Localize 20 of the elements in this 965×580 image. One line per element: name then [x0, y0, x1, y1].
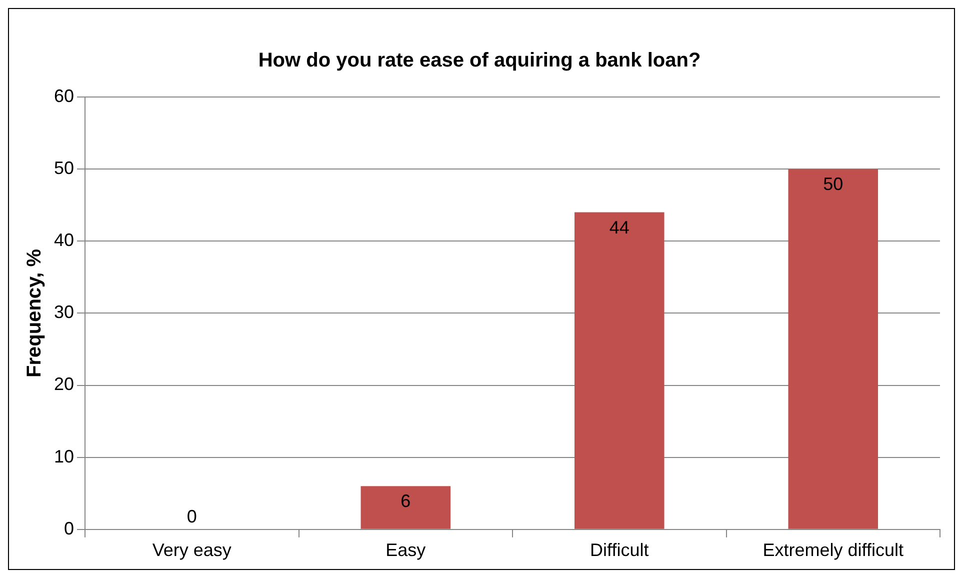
- data-label: 0: [186, 506, 197, 526]
- bar: [788, 169, 878, 529]
- x-tick-label: Easy: [386, 540, 426, 560]
- y-tick-label: 0: [64, 518, 74, 538]
- y-tick-label: 40: [54, 230, 74, 250]
- bar: [574, 212, 664, 529]
- data-label: 6: [400, 491, 411, 512]
- y-axis-title: Frequency, %: [24, 248, 46, 378]
- x-tick-label: Very easy: [152, 540, 232, 560]
- y-tick-label: 50: [54, 158, 74, 178]
- y-tick-label: 30: [54, 302, 74, 322]
- y-tick-label: 20: [54, 374, 74, 394]
- y-tick-label: 60: [54, 86, 74, 106]
- chart-title: How do you rate ease of aquiring a bank loan?: [258, 50, 701, 72]
- x-tick-label: Extremely difficult: [762, 540, 904, 560]
- data-label: 44: [609, 217, 630, 238]
- x-tick-label: Difficult: [590, 540, 649, 560]
- y-tick-label: 10: [54, 446, 74, 466]
- bar: [360, 486, 451, 529]
- data-label: 50: [823, 174, 844, 194]
